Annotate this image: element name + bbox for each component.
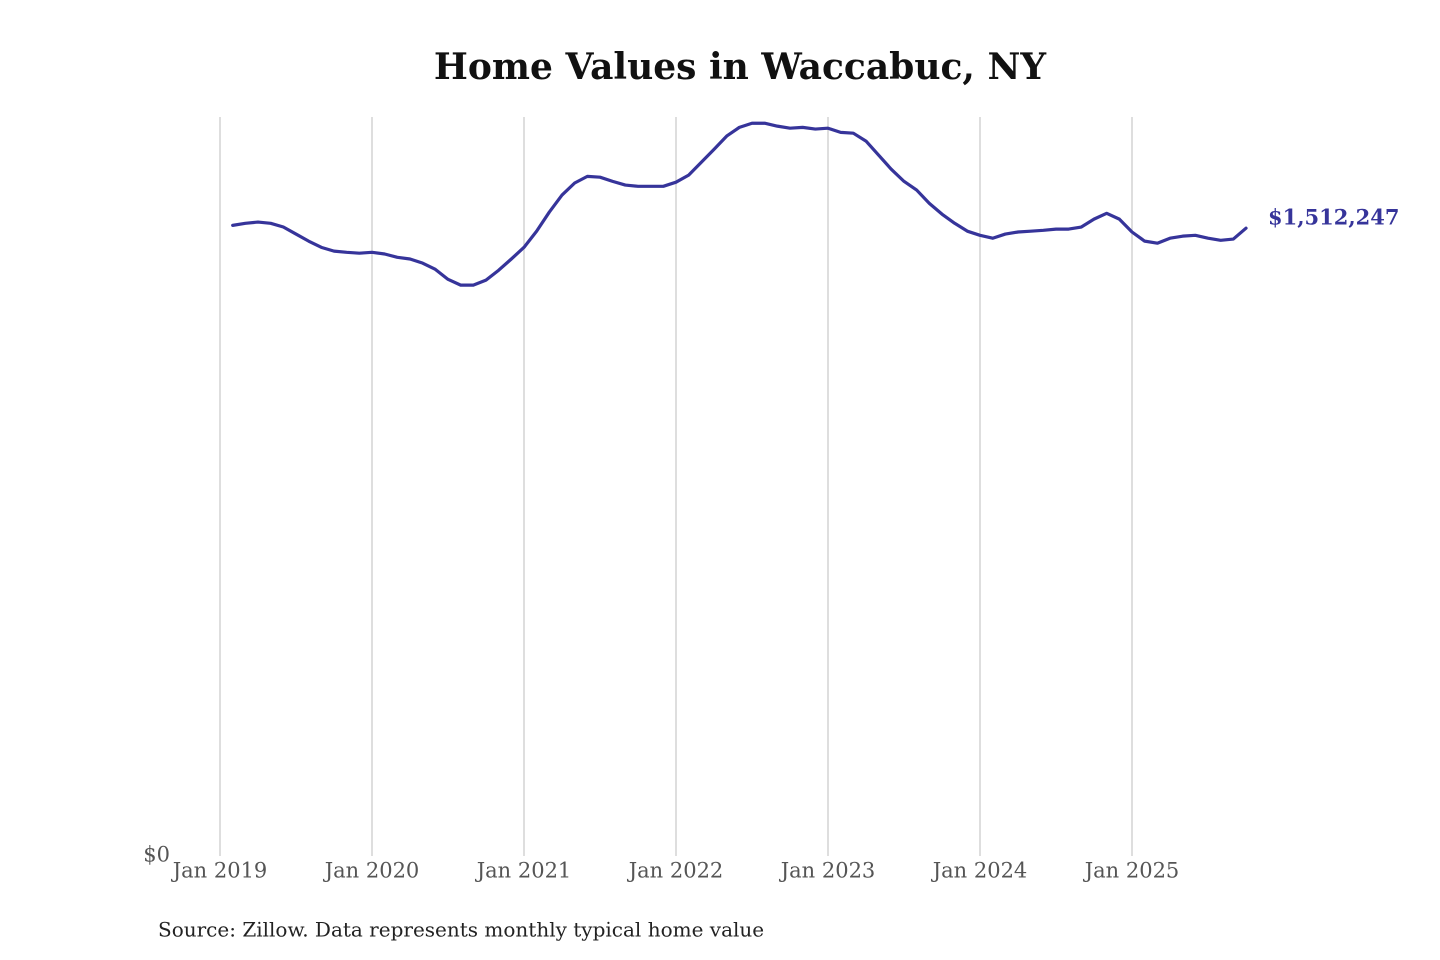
x-tick-label: Jan 2019 (171, 859, 268, 883)
x-tick-label: Jan 2024 (931, 859, 1028, 883)
x-tick-label: Jan 2022 (627, 859, 724, 883)
x-tick-label: Jan 2023 (779, 859, 876, 883)
x-tick-label: Jan 2021 (475, 859, 572, 883)
chart-title: Home Values in Waccabuc, NY (434, 46, 1047, 88)
x-tick-label: Jan 2020 (323, 859, 420, 883)
x-tick-label: Jan 2025 (1083, 859, 1180, 883)
series-line (231, 121, 1248, 287)
y-tick-label: $0 (143, 843, 170, 867)
source-note: Source: Zillow. Data represents monthly … (158, 918, 764, 942)
value-label: $1,512,247 (1268, 205, 1400, 230)
